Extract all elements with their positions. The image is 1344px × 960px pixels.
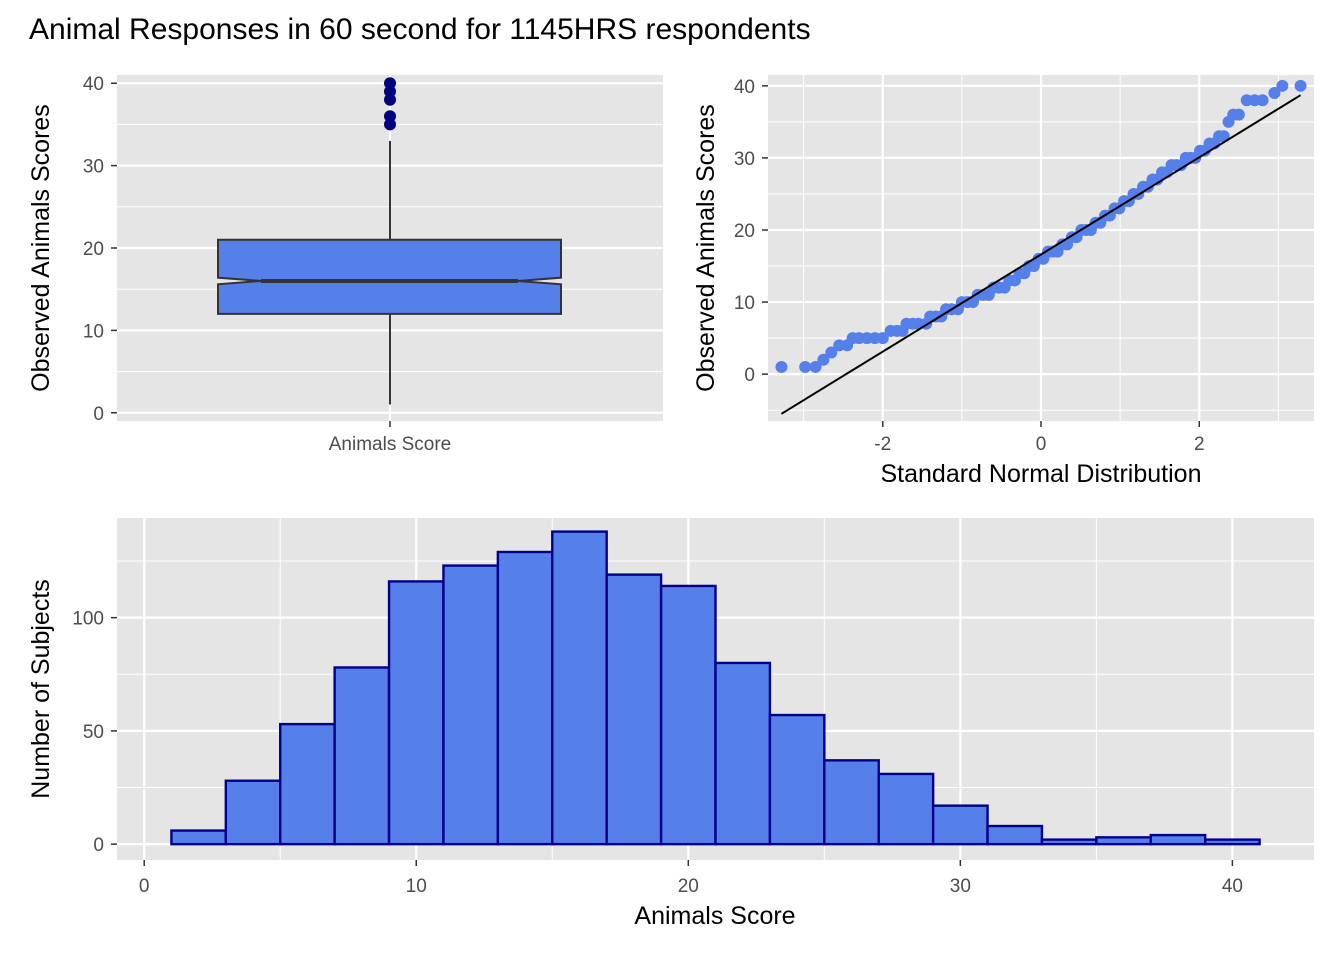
y-tick-label: 100 <box>72 609 104 630</box>
histogram-bar <box>768 713 826 846</box>
x-tick-label: -2 <box>874 434 891 455</box>
qq-point <box>1276 79 1289 92</box>
x-tick-label: 40 <box>1222 876 1243 897</box>
outlier-point <box>384 110 396 123</box>
y-tick-label: 20 <box>83 239 104 260</box>
qq-chart: -2 0 2 0 10 20 30 40 Standard Normal Distribut… <box>692 75 1314 488</box>
histogram-bar <box>224 779 282 846</box>
y-tick-label: 20 <box>734 221 755 242</box>
y-tick-label: 30 <box>734 149 755 170</box>
histogram-bar <box>877 772 935 846</box>
histogram-bars <box>170 530 1261 846</box>
y-tick-label: 10 <box>83 321 104 342</box>
histogram-bar <box>986 824 1044 846</box>
x-tick-label: 10 <box>406 876 427 897</box>
qq-point <box>825 346 838 359</box>
qq-marks <box>775 79 1307 415</box>
y-tick-label: 0 <box>744 365 755 386</box>
outlier-point <box>384 77 396 90</box>
qq-point <box>1294 79 1307 92</box>
y-tick-label: 0 <box>93 404 104 425</box>
histogram-bar <box>551 530 608 846</box>
histogram-bar <box>714 661 772 846</box>
qq-x-axis-label: Standard Normal Distribution <box>881 460 1202 488</box>
boxplot-y-axis-label: Observed Animals Scores <box>27 104 55 392</box>
histogram-bar <box>1040 838 1098 846</box>
qq-point <box>1217 130 1230 143</box>
qq-reference-line <box>780 94 1302 415</box>
qq-gridlines <box>768 75 1314 421</box>
histogram-x-axis-label: Animals Score <box>634 902 795 930</box>
qq-y-axis-label: Observed Animals Scores <box>692 104 720 392</box>
histogram-bar <box>1149 833 1207 846</box>
x-tick-label: 0 <box>139 876 150 897</box>
histogram-chart: 0 10 20 30 40 0 50 100 Animals Score Number of… <box>27 518 1314 930</box>
histogram-bar <box>1203 838 1261 846</box>
qq-point <box>817 353 830 366</box>
y-tick-label: 40 <box>734 77 755 98</box>
qq-point <box>1268 87 1281 100</box>
qq-point <box>809 360 822 373</box>
histogram-bar <box>659 584 717 846</box>
x-tick-label: 0 <box>1036 434 1047 455</box>
qq-point <box>876 332 889 345</box>
qq-point <box>799 360 812 373</box>
x-tick-label: 20 <box>678 876 699 897</box>
histogram-bar <box>1095 836 1152 846</box>
boxplot-x-tick-label: Animals Score <box>329 434 452 455</box>
qq-point <box>1256 94 1269 107</box>
y-tick-label: 30 <box>83 157 104 178</box>
histogram-y-ticks: 0 50 100 <box>72 609 117 856</box>
box-body <box>217 238 562 315</box>
y-tick-label: 10 <box>734 293 755 314</box>
histogram-bar <box>279 722 336 846</box>
y-tick-label: 0 <box>93 835 104 856</box>
figure-title: Animal Responses in 60 second for 1145HR… <box>29 13 811 46</box>
boxplot-marks <box>217 77 562 405</box>
qq-point <box>775 360 788 373</box>
qq-point <box>1232 108 1245 121</box>
histogram-x-ticks: 0 10 20 30 40 <box>139 860 1243 897</box>
histogram-bar <box>333 666 391 846</box>
outlier-point <box>384 85 396 98</box>
histogram-bar <box>496 550 554 846</box>
qq-x-ticks: -2 0 2 <box>874 421 1205 455</box>
x-tick-label: 30 <box>950 876 971 897</box>
y-tick-label: 40 <box>83 74 104 95</box>
histogram-bar <box>931 804 989 846</box>
x-tick-label: 2 <box>1194 434 1205 455</box>
outlier-point <box>384 93 396 106</box>
histogram-bar <box>442 564 500 846</box>
boxplot-chart: 0 10 20 30 40 Animals Score Observed Animals… <box>27 74 663 455</box>
histogram-bar <box>823 759 880 846</box>
y-tick-label: 50 <box>83 722 104 743</box>
histogram-y-axis-label: Number of Subjects <box>27 579 55 799</box>
histogram-bar <box>387 580 445 846</box>
histogram-bar <box>605 573 663 846</box>
outlier-point <box>384 118 396 131</box>
boxplot-y-ticks: 0 10 20 30 40 <box>83 74 391 427</box>
qq-y-ticks: 0 10 20 30 40 <box>734 77 768 386</box>
histogram-bar <box>170 829 228 846</box>
